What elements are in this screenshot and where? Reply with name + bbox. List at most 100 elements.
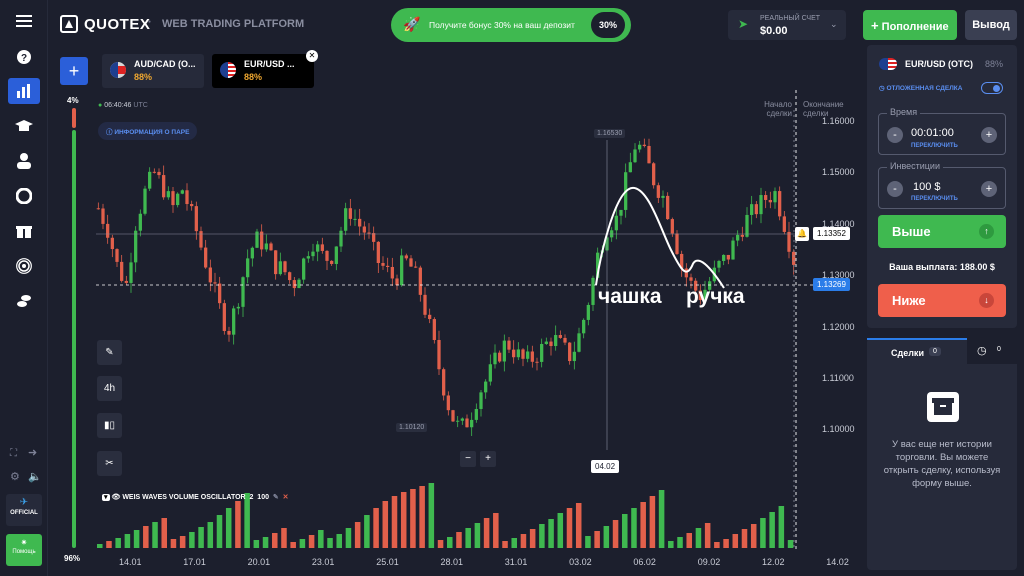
gift-icon[interactable] xyxy=(8,218,40,244)
down-button[interactable]: Ниже ↓ xyxy=(878,284,1006,317)
candle-body xyxy=(764,195,768,200)
chevron-down-icon: ⌄ xyxy=(830,19,838,29)
investment-field[interactable]: Инвестиции - 100 $ + xyxy=(878,161,1006,209)
time-value: 00:01:00 xyxy=(911,127,954,139)
edit-icon[interactable]: ✎ xyxy=(272,494,279,501)
close-tab-icon[interactable]: ✕ xyxy=(306,50,318,62)
coins-icon[interactable] xyxy=(8,287,40,313)
volume-bar xyxy=(760,518,766,548)
rocket-icon: 🚀 xyxy=(403,16,421,32)
candle-body xyxy=(236,306,240,309)
candle-body xyxy=(227,330,231,335)
fullscreen-icon[interactable]: ⛶ xyxy=(10,448,17,459)
settings-gear-icon[interactable]: ⚙ xyxy=(10,471,20,483)
candle-body xyxy=(740,234,744,237)
candle-body xyxy=(213,282,217,284)
user-icon[interactable] xyxy=(8,148,40,174)
zoom-out-button[interactable]: − xyxy=(460,451,476,467)
deposit-button[interactable]: + Пополнение xyxy=(863,10,957,40)
x-tick-label: 17.01 xyxy=(183,557,206,567)
account-selector[interactable]: ➤ РЕАЛЬНЫЙ СЧЕТ $0.00 ⌄ xyxy=(728,10,846,40)
volume-bar xyxy=(447,537,453,548)
candle-body xyxy=(568,342,572,362)
candle-body xyxy=(722,254,726,261)
tab-aud-cad[interactable]: AUD/CAD (O... 88% xyxy=(102,54,204,88)
investment-minus-button[interactable]: - xyxy=(887,181,903,197)
withdraw-button[interactable]: Вывод xyxy=(965,10,1017,40)
candle-body xyxy=(372,233,376,242)
signal-icon[interactable] xyxy=(8,253,40,279)
volume-bar xyxy=(143,526,149,548)
candle-body xyxy=(325,250,329,261)
pair-info-button[interactable]: ⓘ ИНФОРМАЦИЯ О ПАРЕ xyxy=(98,122,198,140)
pending-toggle[interactable] xyxy=(981,82,1003,94)
candle-body xyxy=(708,281,712,290)
time-minus-button[interactable]: - xyxy=(887,127,903,143)
chart-bars-icon[interactable] xyxy=(8,78,40,104)
candle-body xyxy=(689,277,693,281)
quotex-logo-icon xyxy=(60,15,78,33)
panel-pair: EUR/USD (OTC) xyxy=(905,59,973,69)
investment-plus-button[interactable]: + xyxy=(981,181,997,197)
volume-bar xyxy=(474,523,481,548)
tab-payout: 88% xyxy=(244,72,263,82)
volume-bar xyxy=(262,537,269,548)
zoom-in-button[interactable]: + xyxy=(480,451,496,467)
candle-body xyxy=(129,262,133,283)
eye-icon[interactable]: 👁 xyxy=(111,494,121,501)
indicators-icon[interactable]: ✂ xyxy=(97,451,122,476)
candle-type-icon[interactable]: ▮▯ xyxy=(97,413,122,438)
volume-bar xyxy=(741,529,748,548)
volume-bars-group xyxy=(97,483,794,548)
pending-label: ОТЛОЖЕННАЯ СДЕЛКА xyxy=(886,85,963,92)
candle-body xyxy=(591,277,595,305)
candle-body xyxy=(680,253,684,269)
x-tick-label: 20.01 xyxy=(247,557,271,567)
y-tick-label: 1.14000 xyxy=(822,218,855,229)
telegram-official-button[interactable]: ✈ OFFICIAL xyxy=(6,494,42,526)
add-asset-button[interactable]: + xyxy=(60,57,88,85)
arrow-right-icon[interactable]: ➜ xyxy=(28,447,38,459)
remove-icon[interactable]: ✕ xyxy=(282,494,289,501)
tab-history[interactable]: ◷ 0 xyxy=(967,338,1017,364)
tab-eur-usd[interactable]: EUR/USD ... 88% ✕ xyxy=(212,50,318,88)
candle-body xyxy=(190,204,194,207)
volume-bar xyxy=(336,534,342,548)
volume-bar xyxy=(557,513,564,548)
volume-bar xyxy=(410,489,416,548)
candle-body xyxy=(750,204,754,215)
bonus-banner[interactable]: 🚀 Получите бонус 30% на ваш депозит 30% xyxy=(391,8,631,42)
bell-alert-icon[interactable]: 🔔 xyxy=(795,227,809,241)
candle-body xyxy=(554,335,558,347)
telegram-icon: ✈ xyxy=(19,497,29,508)
volume-bar xyxy=(622,514,628,548)
candle-body xyxy=(432,319,436,341)
bonus-text: Получите бонус 30% на ваш депозит xyxy=(429,20,575,30)
draw-pencil-icon[interactable]: ✎ xyxy=(97,340,122,365)
time-switch-link[interactable]: ПЕРЕКЛЮЧИТЬ xyxy=(911,143,958,149)
price-chart[interactable] xyxy=(96,90,866,576)
candle-body xyxy=(260,231,264,250)
y-tick-label: 1.12000 xyxy=(822,321,855,332)
flag-icon xyxy=(110,62,126,78)
candle-body xyxy=(698,290,702,301)
pie-chart-icon[interactable] xyxy=(8,183,40,209)
volume-bar xyxy=(179,536,186,548)
graduation-cap-icon[interactable] xyxy=(8,113,40,139)
timeframe-button[interactable]: 4h xyxy=(97,376,122,401)
up-button[interactable]: Выше ↑ xyxy=(878,215,1006,248)
time-field[interactable]: Время - 00:01:00 + xyxy=(878,107,1006,155)
tab-trades[interactable]: Сделки 0 xyxy=(867,338,967,364)
sound-icon[interactable]: 🔈 xyxy=(28,471,42,483)
help-question-icon[interactable]: ? xyxy=(8,44,40,70)
menu-icon[interactable] xyxy=(8,8,40,34)
volume-bar xyxy=(437,540,444,548)
time-plus-button[interactable]: + xyxy=(981,127,997,143)
candle-body xyxy=(386,265,390,267)
candle-body xyxy=(647,145,651,164)
collapse-icon[interactable]: ▾ xyxy=(102,494,110,501)
candle-body xyxy=(549,341,553,347)
candle-body xyxy=(656,185,660,198)
help-button[interactable]: ✷ Помощь xyxy=(6,534,42,566)
investment-switch-link[interactable]: ПЕРЕКЛЮЧИТЬ xyxy=(911,196,958,202)
